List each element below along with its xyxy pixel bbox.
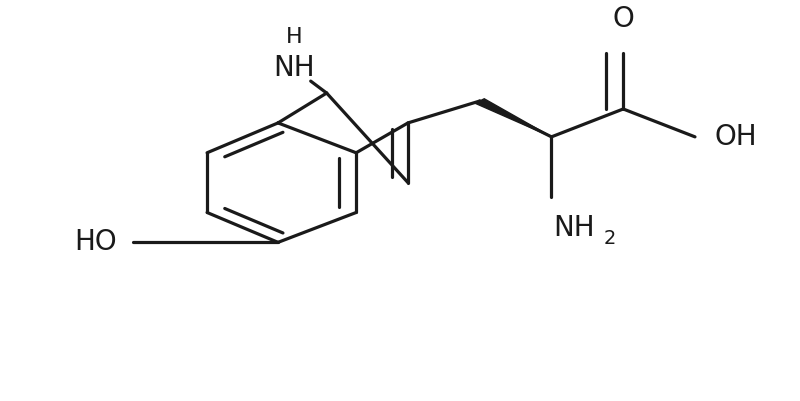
Text: 2: 2 — [604, 229, 617, 248]
Polygon shape — [475, 99, 551, 137]
Text: O: O — [612, 5, 634, 33]
Text: NH: NH — [273, 55, 314, 82]
Text: H: H — [286, 26, 302, 47]
Text: OH: OH — [715, 123, 758, 151]
Text: NH: NH — [553, 214, 594, 242]
Text: HO: HO — [74, 228, 117, 256]
